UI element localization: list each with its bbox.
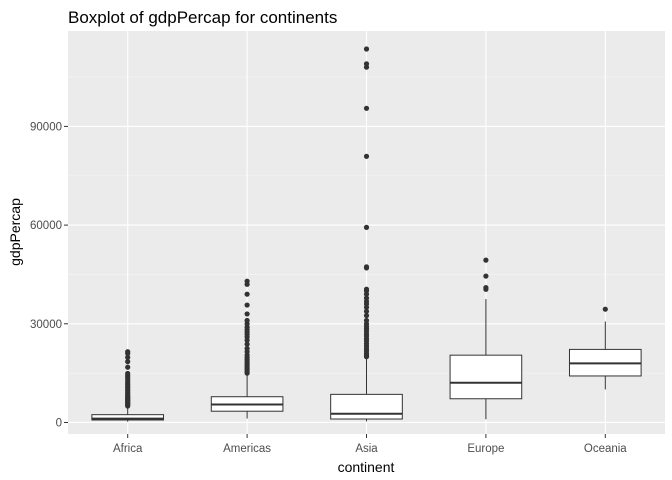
outlier-point — [363, 312, 370, 319]
outlier-point — [363, 153, 370, 159]
y-tick-label: 90000 — [30, 121, 62, 133]
box-iqr — [330, 393, 403, 420]
outlier-point — [602, 306, 608, 312]
outlier-point — [125, 364, 131, 370]
x-tick-label: Europe — [467, 443, 504, 455]
box-iqr — [91, 414, 165, 421]
outlier-point — [363, 308, 370, 314]
outlier-point — [244, 317, 250, 324]
outlier-point — [483, 285, 489, 291]
outlier-point — [363, 105, 370, 111]
outlier-point — [125, 370, 131, 377]
outlier-point — [244, 291, 250, 297]
outlier-point — [244, 302, 250, 308]
x-axis-title: continent — [338, 459, 395, 475]
outlier-point — [244, 311, 250, 317]
x-tick-label: Americas — [223, 443, 271, 455]
outlier-point — [363, 286, 370, 292]
box-africa — [91, 349, 165, 422]
outlier-point — [244, 341, 250, 347]
outlier-point — [244, 345, 250, 352]
outlier-point — [363, 46, 370, 52]
box-oceania — [568, 306, 642, 390]
outlier-point — [363, 224, 370, 231]
y-axis-title: gdpPercap — [7, 198, 23, 266]
outlier-point — [483, 257, 489, 263]
outlier-point — [363, 317, 370, 324]
y-axis-ticks: 0 30000 60000 90000 — [30, 121, 68, 429]
y-tick-label: 30000 — [30, 319, 62, 331]
outlier-point — [125, 359, 131, 365]
x-tick-label: Africa — [113, 443, 143, 455]
box-europe — [449, 257, 523, 420]
y-tick-label: 0 — [56, 417, 62, 429]
outlier-point — [125, 349, 131, 355]
x-tick-label: Asia — [355, 443, 378, 455]
outlier-point — [363, 295, 370, 301]
x-tick-label: Oceania — [584, 443, 627, 455]
outlier-point — [244, 278, 250, 284]
box-americas — [210, 278, 284, 419]
box-asia — [330, 46, 403, 422]
y-tick-label: 60000 — [30, 220, 62, 232]
x-axis-ticks: Africa Americas Asia Europe Oceania — [113, 434, 627, 455]
outlier-point — [125, 354, 131, 360]
outlier-point — [483, 273, 489, 279]
outlier-point — [363, 61, 370, 67]
chart-title: Boxplot of gdpPercap for continents — [68, 8, 337, 27]
boxes — [91, 46, 642, 422]
outlier-point — [363, 264, 370, 270]
box-iqr — [449, 354, 523, 400]
